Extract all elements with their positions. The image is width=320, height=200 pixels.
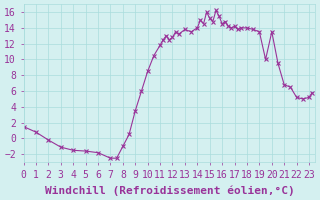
X-axis label: Windchill (Refroidissement éolien,°C): Windchill (Refroidissement éolien,°C): [44, 185, 294, 196]
